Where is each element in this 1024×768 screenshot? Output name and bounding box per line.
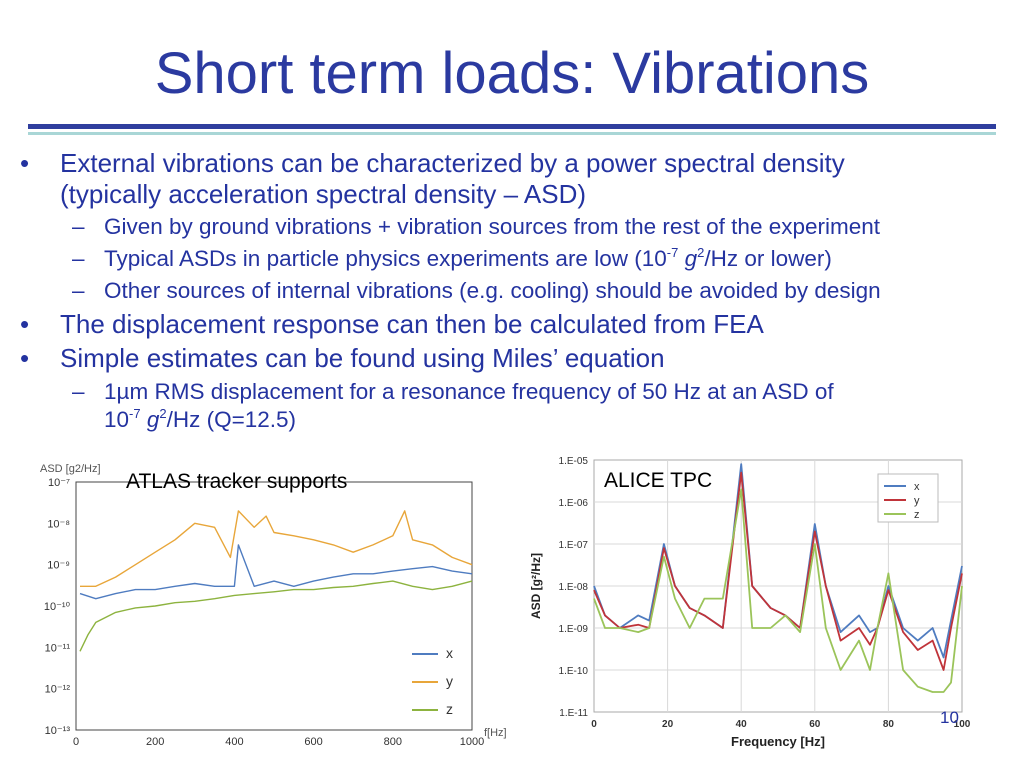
bullet-dot: • [20,148,30,178]
y-tick-label: 10⁻¹² [45,684,71,696]
x-tick-label: 400 [225,736,243,748]
x-tick-label: 800 [384,736,402,748]
legend-label-z: z [446,701,453,717]
chart-caption: ATLAS tracker supports [126,470,347,493]
series-line-x [79,544,473,600]
slide-title: Short term loads: Vibrations [154,41,870,106]
subbullet-rms-displacement: – 1µm RMS displacement for a resonance f… [72,378,834,434]
subbullet-internal-vibrations: – Other sources of internal vibrations (… [72,277,881,305]
legend-label-x: x [914,481,920,493]
bullet-text: Simple estimates can be found using Mile… [60,343,665,373]
alice-tpc-asd-chart: 1.E-05 1.E-06 1.E-07 1.E-08 1.E-09 1.E-10 1.E-… [524,452,972,762]
y-axis-label: ASD [g2/Hz] [40,463,101,475]
legend-label-y: y [446,673,453,689]
legend-label-y: y [914,495,920,507]
subbullet-text-line1: 1µm RMS displacement for a resonance fre… [104,379,834,404]
subbullet-dash: – [72,214,85,239]
legend-label-z: z [914,509,920,521]
subbullet-text-pre: Typical ASDs in particle physics experim… [104,246,667,271]
text-pre: 10 [104,407,130,432]
subbullet-ground-vibrations: – Given by ground vibrations + vibration… [72,213,881,241]
x-axis-label: Frequency [Hz] [731,734,825,749]
subbullet-text: Given by ground vibrations + vibration s… [104,214,881,239]
x-tick-label: 1000 [460,736,484,748]
exponent: 2 [697,245,705,260]
y-tick-label: 10⁻⁹ [47,560,70,572]
bullet-dot: • [20,343,30,373]
text-post: /Hz (Q=12.5) [166,407,297,432]
x-tick-label: 600 [304,736,322,748]
bullet-displacement-response: • The displacement response can then be … [20,309,764,340]
g-symbol: g [146,407,160,432]
page-number: 10 [940,708,959,727]
chart-caption: ALICE TPC [604,469,712,492]
y-tick-label: 10⁻⁷ [48,477,70,489]
y-tick-label: 1.E-05 [559,456,589,467]
series-line-z [593,488,963,693]
series-line-z [79,580,473,652]
y-tick-label: 1.E-10 [559,666,589,677]
title-rule-dark [28,124,996,129]
x-tick-label: 200 [146,736,164,748]
bullet-text-line2: (typically acceleration spectral density… [60,179,587,209]
plot-frame [75,481,473,731]
bullet-external-vibrations: • External vibrations can be characteriz… [20,148,845,210]
y-tick-label: 1.E-08 [559,582,589,593]
x-axis-label: f[Hz] [484,727,507,739]
y-axis-label: ASD [g²/Hz] [529,553,543,619]
x-tick-label: 60 [809,719,821,730]
y-tick-label: 1.E-06 [559,498,589,509]
x-tick-label: 0 [591,719,597,730]
y-tick-label: 10⁻¹¹ [45,642,71,654]
bullet-text-line1: External vibrations can be characterized… [60,148,845,178]
y-tick-label: 10⁻¹⁰ [44,601,71,613]
exponent: -7 [129,406,141,421]
subbullet-text-post: /Hz or lower) [704,246,832,271]
exponent: -7 [666,245,679,260]
y-tick-label: 1.E-07 [559,540,589,551]
title-rule-light [28,132,996,135]
x-tick-label: 0 [73,736,79,748]
x-tick-label: 40 [736,719,748,730]
subbullet-text-line2: 10-7 g2/Hz (Q=12.5) [104,406,834,434]
y-tick-label: 1.E-09 [559,624,589,635]
subbullet-typical-asd: – Typical ASDs in particle physics exper… [72,245,832,273]
subbullet-dash: – [72,246,85,271]
series-line-y [80,510,473,587]
atlas-asd-chart: 10⁻⁷ 10⁻⁸ 10⁻⁹ 10⁻¹⁰ 10⁻¹¹ 10⁻¹² 10⁻¹³0 200 400 6… [34,452,512,752]
subbullet-dash: – [72,379,85,404]
bullet-text: The displacement response can then be ca… [60,309,764,339]
exponent: 2 [159,406,167,421]
bullet-miles-equation: • Simple estimates can be found using Mi… [20,343,665,374]
y-tick-label: 10⁻⁸ [47,518,70,530]
legend-label-x: x [446,645,453,661]
y-tick-label: 10⁻¹³ [45,725,71,737]
chart-background [34,452,512,752]
bullet-dot: • [20,309,30,339]
x-tick-label: 100 [954,719,971,730]
g-symbol: g [684,246,698,271]
subbullet-dash: – [72,278,85,303]
subbullet-text: Other sources of internal vibrations (e.… [104,278,881,303]
x-tick-label: 80 [883,719,895,730]
x-tick-label: 20 [662,719,674,730]
y-tick-label: 1.E-11 [559,708,588,719]
